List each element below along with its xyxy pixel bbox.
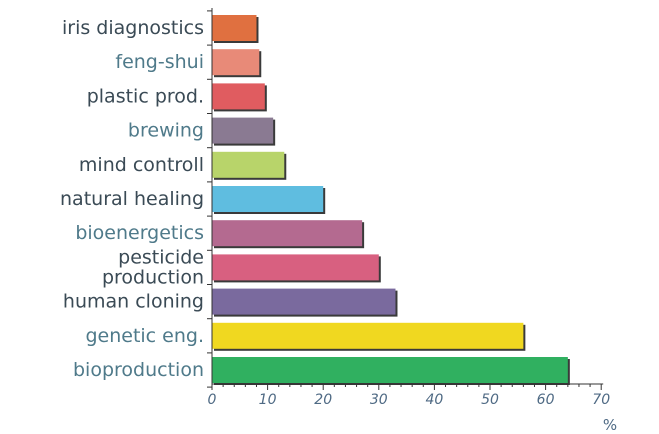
x-tick-label: 0 <box>208 392 217 408</box>
bar-11 <box>212 357 568 383</box>
bar-7 <box>212 220 363 247</box>
category-label: bioenergetics <box>75 222 204 244</box>
category-label: iris diagnostics <box>62 17 204 39</box>
x-tick-label: 50 <box>481 392 499 408</box>
category-label: pesticide <box>118 246 204 268</box>
bar-5 <box>212 151 285 178</box>
category-label: production <box>102 266 204 288</box>
category-label: mind controll <box>79 154 204 176</box>
x-tick-label: 10 <box>259 392 277 408</box>
category-label: natural healing <box>60 188 204 210</box>
bar-10 <box>212 322 524 349</box>
x-tick-label: 60 <box>537 392 555 408</box>
category-label: genetic eng. <box>85 325 204 347</box>
bar-9 <box>212 288 396 315</box>
category-label: plastic prod. <box>87 85 204 107</box>
category-label: brewing <box>128 120 204 142</box>
bar-8 <box>212 254 379 281</box>
category-label: human cloning <box>63 291 204 313</box>
category-label: bioproduction <box>73 359 204 381</box>
bar-2 <box>212 49 260 76</box>
bar-3 <box>212 83 265 110</box>
bar-4 <box>212 117 274 144</box>
bar-1 <box>212 15 257 41</box>
category-label: feng-shui <box>115 51 204 73</box>
x-tick-label: 40 <box>425 392 443 408</box>
x-tick-label: 70 <box>592 392 610 408</box>
x-axis-unit-label: % <box>603 416 617 434</box>
bar-6 <box>212 186 324 212</box>
x-tick-label: 20 <box>314 392 332 408</box>
x-tick-label: 30 <box>370 392 388 408</box>
